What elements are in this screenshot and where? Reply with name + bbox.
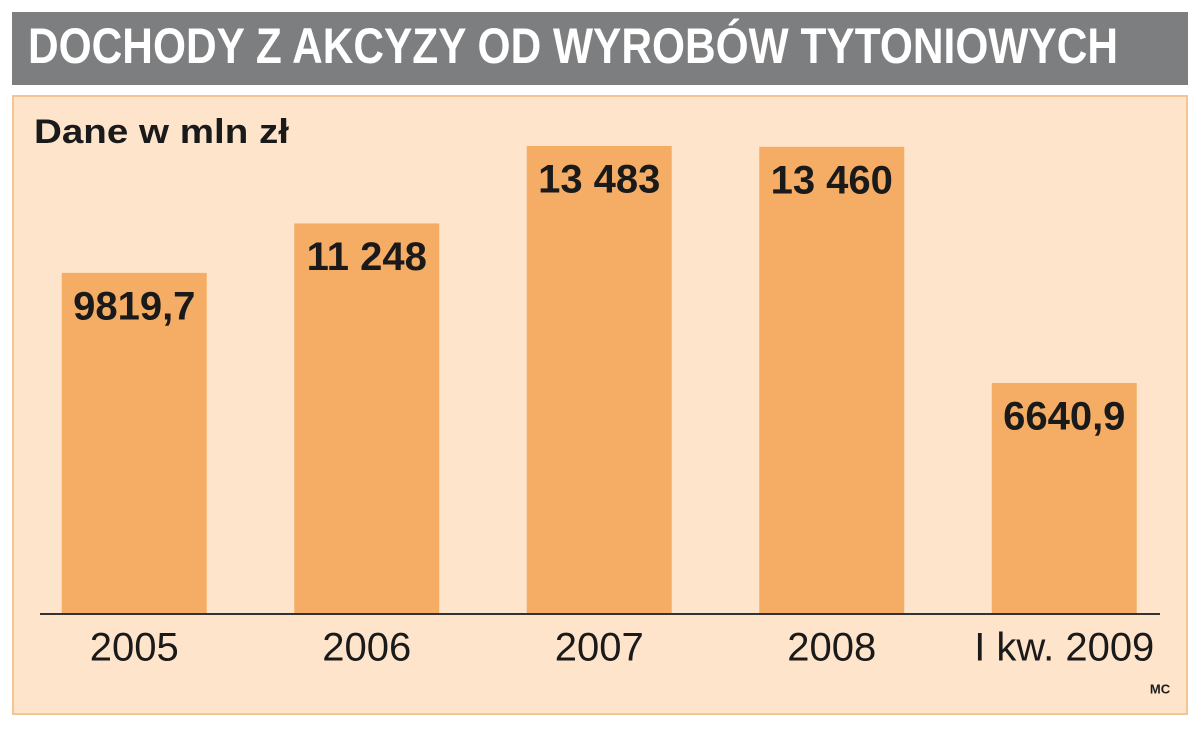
title-bar [12, 12, 1188, 85]
x-tick-label: I kw. 2009 [974, 626, 1154, 670]
bar [991, 382, 1137, 613]
chart-title: DOCHODY Z AKCYZY OD WYROBÓW TYTONIOWYCH [28, 18, 1118, 74]
bar [526, 146, 672, 613]
value-label: 6640,9 [1003, 395, 1125, 439]
value-label: 9819,7 [73, 284, 195, 328]
x-tick-label: 2008 [787, 626, 876, 670]
subtitle: Dane w mln zł [34, 113, 290, 151]
bar [294, 223, 440, 613]
bar [61, 272, 207, 613]
value-label: 11 248 [307, 235, 427, 279]
value-label: 13 460 [771, 158, 893, 202]
x-tick-label: 2006 [322, 626, 411, 670]
bar [759, 146, 905, 613]
x-tick-label: 2007 [555, 626, 644, 670]
value-label: 13 483 [538, 158, 660, 202]
source: MC [1150, 681, 1171, 696]
x-tick-label: 2005 [90, 626, 179, 670]
